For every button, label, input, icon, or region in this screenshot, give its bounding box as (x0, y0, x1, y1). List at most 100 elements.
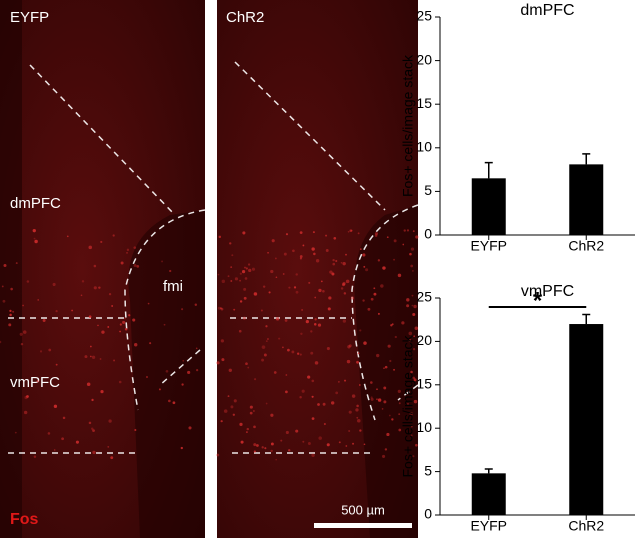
speckle (221, 279, 226, 284)
panel-label: EYFP (10, 9, 49, 26)
speckle (362, 253, 366, 257)
speckle (340, 287, 344, 290)
speckle (332, 258, 335, 262)
speckle (384, 365, 388, 369)
speckle (194, 303, 198, 306)
speckle (188, 426, 192, 430)
speckle (356, 360, 359, 364)
speckle (373, 292, 377, 296)
speckle (182, 359, 185, 362)
speckle (268, 291, 271, 294)
speckle (410, 434, 413, 437)
speckle (345, 253, 347, 256)
speckle (355, 408, 359, 412)
speckle (48, 348, 52, 352)
speckle (386, 432, 390, 437)
speckle (370, 381, 373, 384)
y-tick-label: 15 (416, 95, 432, 111)
speckle (161, 260, 164, 263)
speckle (93, 286, 97, 290)
speckle (261, 358, 264, 362)
speckle (318, 288, 322, 293)
speckle (406, 298, 410, 302)
speckle (386, 236, 389, 238)
edge (0, 0, 22, 538)
speckle (19, 332, 23, 336)
speckle (335, 391, 339, 395)
speckle (406, 229, 410, 232)
speckle (92, 450, 96, 455)
speckle (228, 368, 232, 372)
speckle (394, 335, 397, 339)
speckle (384, 448, 388, 451)
scale-bar (314, 523, 412, 528)
speckle (118, 380, 122, 384)
speckle (296, 352, 300, 355)
speckle (245, 267, 248, 270)
speckle (410, 264, 414, 268)
speckle (249, 405, 253, 409)
speckle (98, 286, 101, 289)
speckle (412, 347, 416, 351)
speckle (128, 314, 131, 317)
speckle (126, 248, 130, 252)
speckle (23, 410, 28, 415)
speckle (318, 436, 322, 440)
speckle (267, 338, 269, 340)
speckle (348, 430, 351, 433)
y-axis-label: Fos+ cells/image stack (400, 335, 416, 478)
speckle (273, 371, 277, 374)
speckle (242, 316, 246, 320)
speckle (348, 410, 352, 414)
speckle (243, 287, 247, 291)
speckle (61, 437, 65, 441)
speckle (260, 309, 263, 312)
speckle (110, 456, 114, 460)
error-bar (582, 153, 591, 165)
speckle (187, 370, 191, 375)
speckle (71, 309, 73, 312)
chart-title: dmPFC (520, 2, 574, 19)
speckle (332, 262, 336, 266)
speckle (331, 272, 335, 276)
speckle (217, 306, 221, 310)
y-tick-label: 25 (416, 8, 432, 24)
speckle (275, 458, 278, 461)
speckle (388, 414, 391, 417)
speckle (124, 317, 126, 320)
speckle (271, 239, 275, 243)
speckle (407, 403, 409, 405)
speckle (363, 265, 366, 268)
region-label: vmPFC (10, 374, 60, 391)
speckle (358, 384, 361, 386)
speckle (270, 449, 273, 453)
speckle (412, 376, 416, 380)
speckle (253, 425, 256, 429)
speckle (314, 361, 319, 365)
fmi-region (354, 205, 418, 538)
speckle (325, 234, 328, 237)
speckle (233, 308, 236, 311)
speckle (253, 410, 255, 412)
speckle (365, 268, 369, 272)
speckle (9, 313, 12, 317)
speckle (327, 307, 331, 311)
speckle (359, 429, 362, 432)
speckle (265, 402, 268, 405)
speckle (377, 398, 382, 402)
speckle (301, 389, 305, 393)
speckle (391, 323, 394, 326)
speckle (374, 232, 379, 236)
speckle (113, 359, 115, 362)
speckle (36, 380, 39, 383)
speckle (311, 379, 315, 383)
speckle (274, 257, 277, 260)
speckle (412, 455, 415, 458)
speckle (402, 243, 405, 246)
speckle (32, 229, 36, 233)
speckle (107, 326, 110, 328)
speckle (282, 273, 285, 275)
speckle (380, 284, 384, 288)
speckle (47, 432, 51, 435)
speckle (196, 368, 199, 372)
